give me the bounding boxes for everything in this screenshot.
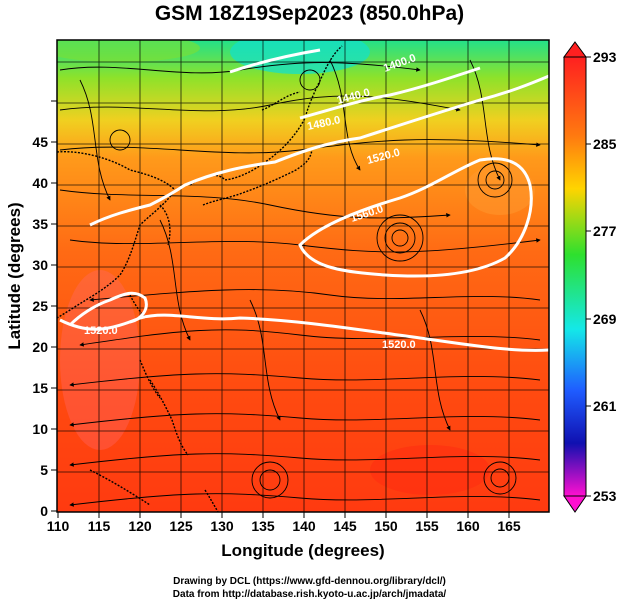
x-tick-label: 155 [415, 518, 439, 534]
y-tick-label: 15 [32, 380, 48, 396]
colorbar-label: 277 [593, 223, 617, 239]
x-axis-label: Longitude (degrees) [221, 541, 384, 560]
x-tick-label: 140 [292, 518, 316, 534]
y-tick-label: 0 [40, 503, 48, 519]
tick-marks [51, 100, 510, 518]
x-tick-label: 145 [333, 518, 357, 534]
x-tick-label: 135 [251, 518, 275, 534]
colorbar-label: 269 [593, 311, 617, 327]
height-contours [59, 48, 549, 352]
contour-label: 1520.0 [382, 339, 416, 351]
y-tick-label: 20 [32, 339, 48, 355]
y-tick-label: 5 [40, 462, 48, 478]
colorbar-label: 261 [593, 398, 617, 414]
y-tick-label: 30 [32, 257, 48, 273]
colorbar: 293 285 277 269 261 253 [563, 41, 617, 513]
wind-streamlines [59, 59, 541, 507]
x-tick-label: 150 [374, 518, 398, 534]
x-tick-label: 130 [210, 518, 234, 534]
x-tick-label: 165 [497, 518, 521, 534]
y-tick-label: 10 [32, 421, 48, 437]
x-tick-label: 115 [88, 518, 111, 534]
y-tick-label: 25 [32, 298, 48, 314]
y-tick-label: 40 [32, 175, 48, 191]
y-tick-label: 35 [32, 216, 48, 232]
y-tick-label: 45 [32, 134, 48, 150]
colorbar-label: 253 [593, 488, 617, 504]
x-tick-labels: 110 115 120 125 130 135 140 145 150 155 … [47, 518, 521, 534]
contour-label: 1520.0 [84, 325, 118, 337]
colorbar-label: 285 [593, 136, 617, 152]
colorbar-top-arrow [563, 41, 587, 58]
x-tick-label: 160 [456, 518, 480, 534]
y-tick-labels: 0 5 10 15 20 25 30 35 40 45 [32, 134, 48, 519]
colorbar-bottom-arrow [563, 495, 587, 513]
x-tick-label: 120 [128, 518, 152, 534]
colorbar-scale [563, 56, 587, 497]
y-axis-label: Latitude (degrees) [5, 202, 24, 349]
credit-data-source: Data from http://database.rish.kyoto-u.a… [172, 589, 447, 600]
colorbar-label: 293 [593, 49, 617, 65]
x-tick-label: 125 [169, 518, 193, 534]
credit-drawing: Drawing by DCL (https://www.gfd-dennou.o… [173, 576, 446, 587]
plot-frame [56, 39, 550, 513]
map-title: GSM 18Z19Sep2023 (850.0hPa) [154, 2, 465, 25]
x-tick-label: 110 [47, 518, 70, 534]
